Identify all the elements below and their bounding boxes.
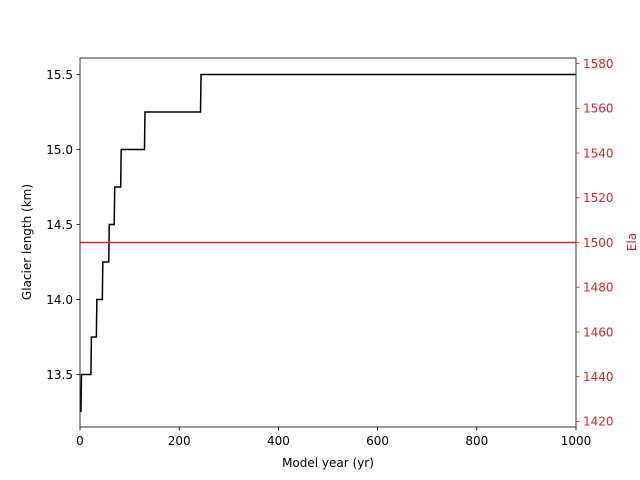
right-y-tick-label: 1480	[583, 281, 614, 295]
left-y-axis-label: Glacier length (km)	[20, 184, 34, 300]
x-tick-label: 600	[366, 434, 389, 448]
left-y-tick-label: 14.0	[46, 293, 73, 307]
x-tick-label: 800	[465, 434, 488, 448]
axes: 0 200 400 600 800 1000 13.5 14.0 14.5 15.0 15.5 142…	[46, 57, 613, 448]
left-y-tick-label: 13.5	[46, 368, 73, 382]
right-y-tick-label: 1520	[583, 191, 614, 205]
right-y-axis-label: Ela	[625, 233, 639, 251]
right-y-tick-label: 1460	[583, 325, 614, 339]
left-y-tick-label: 15.0	[46, 143, 73, 157]
right-y-tick-label: 1580	[583, 57, 614, 71]
right-y-tick-label: 1440	[583, 370, 614, 384]
plot-area	[80, 73, 576, 413]
x-axis-label: Model year (yr)	[282, 456, 374, 470]
right-y-tick-label: 1420	[583, 415, 614, 429]
x-tick-label: 0	[76, 434, 84, 448]
right-y-tick-label: 1560	[583, 102, 614, 116]
left-y-tick-label: 14.5	[46, 218, 73, 232]
right-y-tick-label: 1500	[583, 236, 614, 250]
x-tick-label: 400	[267, 434, 290, 448]
glacier-length-line	[80, 73, 576, 413]
x-tick-label: 1000	[561, 434, 592, 448]
right-y-tick-label: 1540	[583, 146, 614, 160]
x-tick-label: 200	[168, 434, 191, 448]
left-y-tick-label: 15.5	[46, 68, 73, 82]
